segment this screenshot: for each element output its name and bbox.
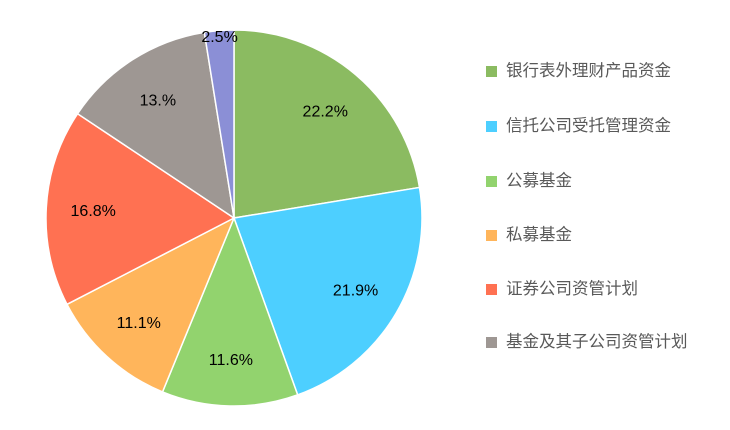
legend-label: 信托公司受托管理资金: [506, 116, 671, 135]
pie-slice: [203, 29, 235, 219]
pie-slice: [232, 186, 423, 396]
pie-slice: [45, 112, 236, 306]
legend-label: 银行表外理财产品资金: [506, 61, 671, 80]
legend-swatch: [486, 66, 497, 77]
legend-swatch: [486, 284, 497, 295]
legend-swatch: [486, 337, 497, 348]
legend-item: 私募基金: [486, 224, 706, 246]
data-label: 11.1%: [117, 315, 161, 332]
pie-slice: [65, 216, 236, 393]
legend-label: 基金及其子公司资管计划: [506, 332, 688, 351]
legend-swatch: [486, 176, 497, 187]
data-label: 13.%: [140, 92, 176, 109]
data-label: 16.8%: [71, 203, 116, 220]
legend-label: 私募基金: [506, 225, 572, 244]
data-label: 2.5%: [201, 29, 237, 46]
legend-item: 公募基金: [486, 170, 706, 192]
pie-slice: [161, 215, 299, 407]
legend-label: 证券公司资管计划: [506, 279, 638, 298]
legend-swatch: [486, 230, 497, 241]
legend-item: 银行表外理财产品资金: [486, 60, 706, 82]
data-label: 22.2%: [303, 104, 348, 121]
legend-swatch: [486, 121, 497, 132]
legend-item: 证券公司资管计划: [486, 278, 706, 300]
legend-label: 公募基金: [506, 171, 572, 190]
pie-slice: [76, 31, 236, 220]
pie-slice: [233, 29, 421, 219]
data-label: 11.6%: [209, 352, 253, 369]
data-label: 21.9%: [333, 282, 378, 299]
legend-item: 信托公司受托管理资金: [486, 115, 706, 137]
legend-item: 基金及其子公司资管计划: [486, 331, 706, 353]
